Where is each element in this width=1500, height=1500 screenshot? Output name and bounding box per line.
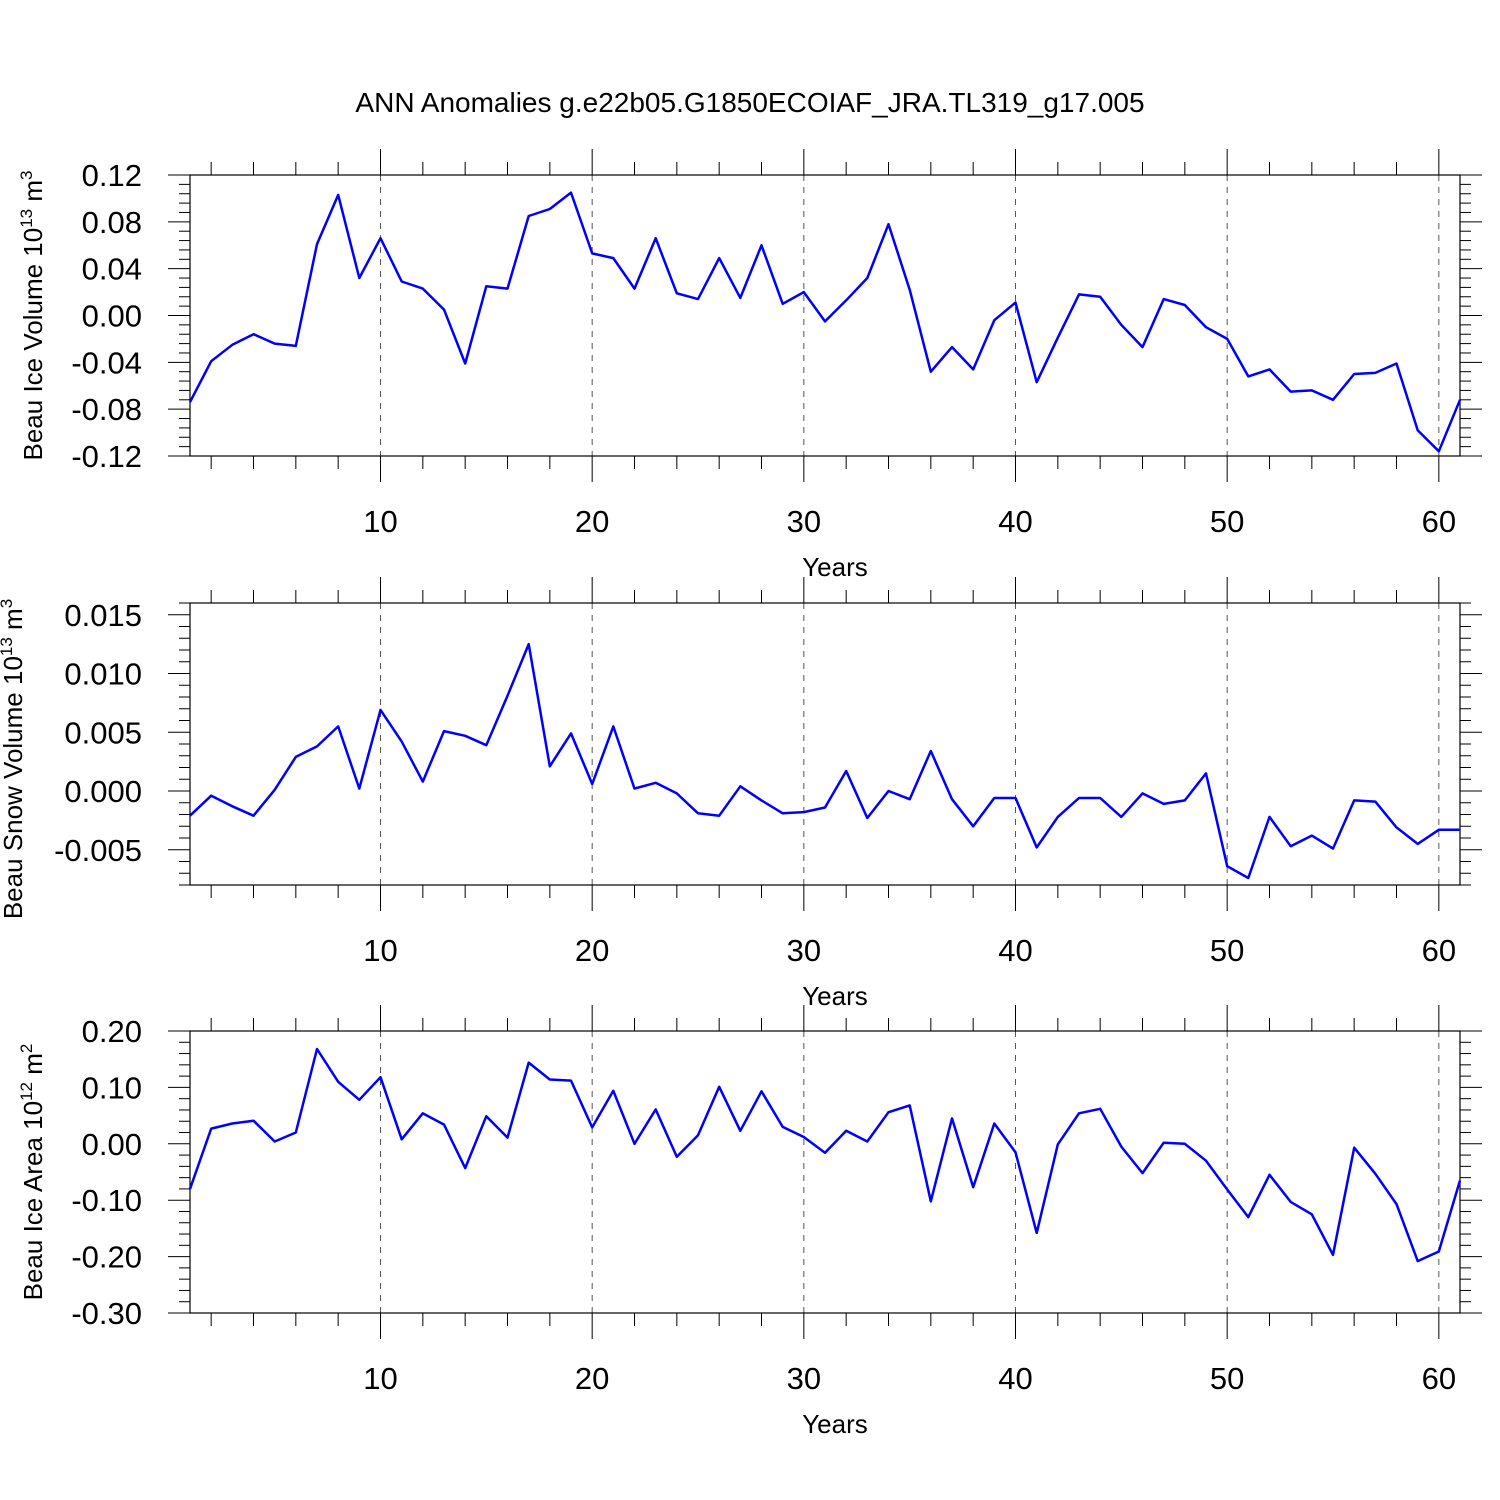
y-tick-label: 0.00: [82, 299, 142, 334]
y-axis-label-text: Beau Snow Volume 10: [0, 656, 28, 919]
panel-1: 10 20 30 40 50 60 -0.12 -0.08 -0.04 0.00 0.04 0.08 0…: [17, 149, 1482, 582]
chart-title: ANN Anomalies g.e22b05.G1850ECOIAF_JRA.T…: [355, 87, 1144, 118]
y-axis-label-unit-exponent: 2: [17, 1044, 36, 1053]
x-tick-label: 20: [575, 933, 609, 968]
y-axis-label: Beau Ice Volume 1013 m3: [17, 171, 48, 461]
panel-3: 10 20 30 40 50 60 -0.30 -0.20 -0.10 0.00 0.10 0.20 Y…: [17, 1005, 1482, 1439]
y-axis-label-unit: m: [18, 1053, 48, 1082]
x-tick-label: 10: [363, 1361, 397, 1396]
x-tick-label: 10: [363, 933, 397, 968]
y-tick-label: 0.010: [64, 657, 142, 692]
y-axis-label-exponent: 13: [0, 637, 16, 656]
x-tick-label: 50: [1210, 933, 1244, 968]
x-tick-label: 20: [575, 1361, 609, 1396]
y-tick-label: -0.005: [54, 833, 142, 868]
x-tick-label: 50: [1210, 504, 1244, 539]
x-axis-label: Years: [802, 552, 868, 582]
x-tick-label: 10: [363, 504, 397, 539]
y-axis-label-unit: m: [0, 608, 28, 637]
y-tick-label: -0.30: [71, 1296, 142, 1331]
series-line: [188, 191, 1462, 453]
y-axis-label-text: Beau Ice Volume 10: [18, 228, 48, 461]
y-tick-label: 0.005: [64, 715, 142, 750]
y-tick-label: 0.08: [82, 205, 142, 240]
x-tick-label: 30: [787, 504, 821, 539]
x-tick-label: 40: [998, 1361, 1032, 1396]
y-axis-label-exponent: 12: [17, 1082, 36, 1101]
plot-frame: [189, 602, 1461, 886]
x-tick-label: 30: [787, 933, 821, 968]
x-axis-label: Years: [802, 1409, 868, 1439]
y-axis-label: Beau Snow Volume 1013 m3: [0, 599, 28, 919]
y-axis-label-unit-exponent: 3: [17, 171, 36, 180]
y-tick-label: 0.000: [64, 774, 142, 809]
plot-frame: [189, 1030, 1461, 1314]
x-axis-label: Years: [802, 981, 868, 1011]
y-tick-label: -0.08: [71, 392, 142, 427]
y-tick-label: -0.20: [71, 1240, 142, 1275]
x-tick-label: 60: [1422, 1361, 1456, 1396]
y-tick-label: 0.20: [82, 1014, 142, 1049]
x-tick-label: 30: [787, 1361, 821, 1396]
y-tick-label: -0.12: [71, 439, 142, 474]
x-tick-label: 60: [1422, 504, 1456, 539]
y-tick-label: 0.12: [82, 158, 142, 193]
panel-2: 10 20 30 40 50 60 -0.005 0.000 0.005 0.010 0.015 Ye…: [0, 577, 1482, 1011]
y-axis-label-unit: m: [18, 180, 48, 209]
y-tick-label: -0.04: [71, 345, 142, 380]
y-tick-label: 0.00: [82, 1127, 142, 1162]
x-tick-label: 20: [575, 504, 609, 539]
plot-frame: [189, 174, 1461, 457]
x-tick-label: 50: [1210, 1361, 1244, 1396]
x-tick-label: 40: [998, 933, 1032, 968]
series-line: [189, 642, 1460, 880]
chart-panels: 10 20 30 40 50 60 -0.12 -0.08 -0.04 0.00 0.04 0.08 0…: [0, 149, 1482, 1439]
x-tick-label: 40: [998, 504, 1032, 539]
series-line: [188, 1047, 1462, 1263]
x-tick-label: 60: [1422, 933, 1456, 968]
y-tick-label: -0.10: [71, 1183, 142, 1218]
y-axis-label: Beau Ice Area 1012 m2: [17, 1044, 48, 1301]
y-axis-label-exponent: 13: [17, 209, 36, 228]
y-tick-label: 0.04: [82, 252, 142, 287]
y-axis-label-unit-exponent: 3: [0, 599, 16, 608]
y-tick-label: 0.015: [64, 598, 142, 633]
y-axis-label-text: Beau Ice Area 10: [18, 1101, 48, 1300]
y-tick-label: 0.10: [82, 1070, 142, 1105]
